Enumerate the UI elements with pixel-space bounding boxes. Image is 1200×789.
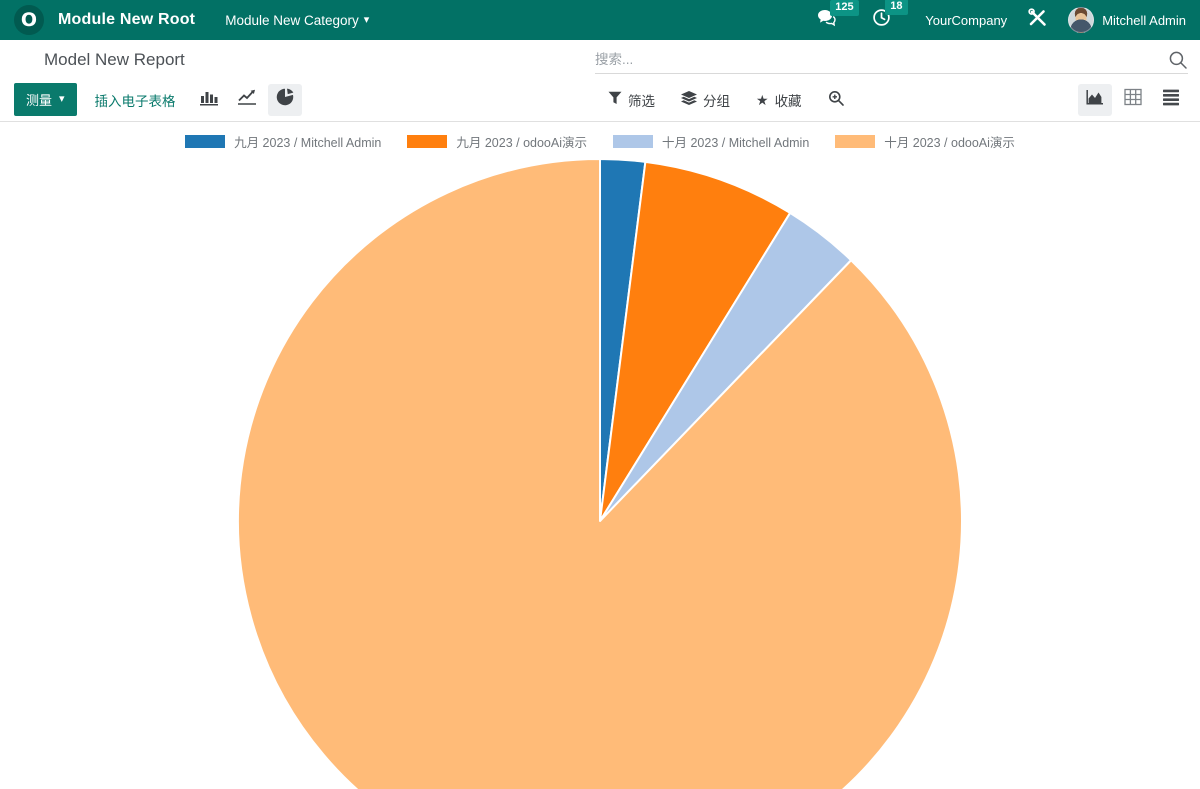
star-icon: ★ [756,91,769,108]
pie-chart-button[interactable] [267,83,302,116]
nav-menu-label: Module New Category [225,12,359,28]
pie-slice[interactable] [599,160,792,522]
messages-button[interactable]: 125 [817,0,859,32]
caret-down-icon: ▾ [363,13,370,26]
odoo-logo[interactable]: O [14,5,44,35]
list-view-button[interactable] [1154,84,1188,116]
top-navbar: O Module New Root Module New Category ▾ … [0,0,1200,40]
group-by-label: 分组 [703,93,730,109]
navbar-systray: 125 18 YourCompany Mitchell [817,0,1186,33]
pivot-view-button[interactable] [1116,84,1150,116]
avatar [1068,7,1095,33]
search-bar[interactable] [595,46,1188,74]
measure-label: 测量 [26,93,53,108]
legend-marker [185,135,226,148]
debug-tools-button[interactable] [1027,7,1048,33]
nav-menu-category[interactable]: Module New Category ▾ [225,13,369,28]
list-icon [1161,88,1181,111]
tools-icon [1027,7,1048,33]
graph-view-button[interactable] [1078,83,1112,116]
favorites-label: 收藏 [774,93,802,109]
message-icon [817,9,838,32]
activities-button[interactable]: 18 [872,0,908,32]
user-name: Mitchell Admin [1102,12,1186,28]
layers-icon [681,90,697,109]
line-chart-button[interactable] [230,84,264,116]
legend-label: 九月 2023 / odooAi演示 [456,136,587,150]
legend-item[interactable]: 九月 2023 / Mitchell Admin [185,132,381,151]
control-panel-buttons: 测量 ▾ 插入电子表格 [0,78,1200,122]
filter-button[interactable]: 筛选 [608,90,655,110]
expand-search-button[interactable] [828,90,845,110]
legend-marker [835,135,876,148]
pie-slice[interactable] [237,158,963,789]
group-by-button[interactable]: 分组 [681,90,730,110]
bar-chart-icon [198,87,220,112]
insert-spreadsheet-button[interactable]: 插入电子表格 [95,90,176,110]
search-options: 筛选 分组 ★ 收藏 [608,90,845,110]
control-panel-top: Model New Report [0,40,1200,78]
line-chart-icon [236,87,258,112]
bar-chart-button[interactable] [192,84,226,116]
messages-count-badge: 125 [830,0,859,16]
pivot-table-icon [1123,87,1143,112]
pie-chart-icon [274,86,296,113]
activity-clock-icon [872,8,891,32]
legend-item[interactable]: 十月 2023 / odooAi演示 [835,132,1015,151]
pie-chart [237,157,963,789]
legend-marker [613,135,653,148]
search-icon[interactable] [1168,50,1188,70]
caret-down-icon: ▾ [59,93,65,105]
measure-button[interactable]: 测量 ▾ [14,83,77,116]
graph-view-content: 九月 2023 / Mitchell Admin 九月 2023 / odooAi… [0,122,1200,789]
search-input[interactable] [595,52,1168,67]
legend-label: 十月 2023 / odooAi演示 [884,136,1015,150]
app-name[interactable]: Module New Root [58,11,196,28]
favorites-button[interactable]: ★ 收藏 [756,90,802,110]
legend-item[interactable]: 九月 2023 / odooAi演示 [407,132,587,151]
view-switcher [1078,83,1188,116]
chart-type-switcher [192,83,302,116]
legend-item[interactable]: 十月 2023 / Mitchell Admin [613,132,809,151]
activities-count-badge: 18 [885,0,908,16]
logo-letter: O [20,9,38,31]
chart-legend: 九月 2023 / Mitchell Admin 九月 2023 / odooAi… [0,132,1200,151]
legend-marker [407,135,448,148]
filter-label: 筛选 [628,93,655,109]
filter-funnel-icon [608,91,622,108]
page-title: Model New Report [44,50,185,69]
legend-label: 十月 2023 / Mitchell Admin [662,136,810,150]
user-menu[interactable]: Mitchell Admin [1068,7,1186,33]
legend-label: 九月 2023 / Mitchell Admin [234,136,382,150]
zoom-in-icon [828,90,845,110]
area-chart-icon [1084,87,1106,112]
company-switcher[interactable]: YourCompany [925,12,1008,28]
